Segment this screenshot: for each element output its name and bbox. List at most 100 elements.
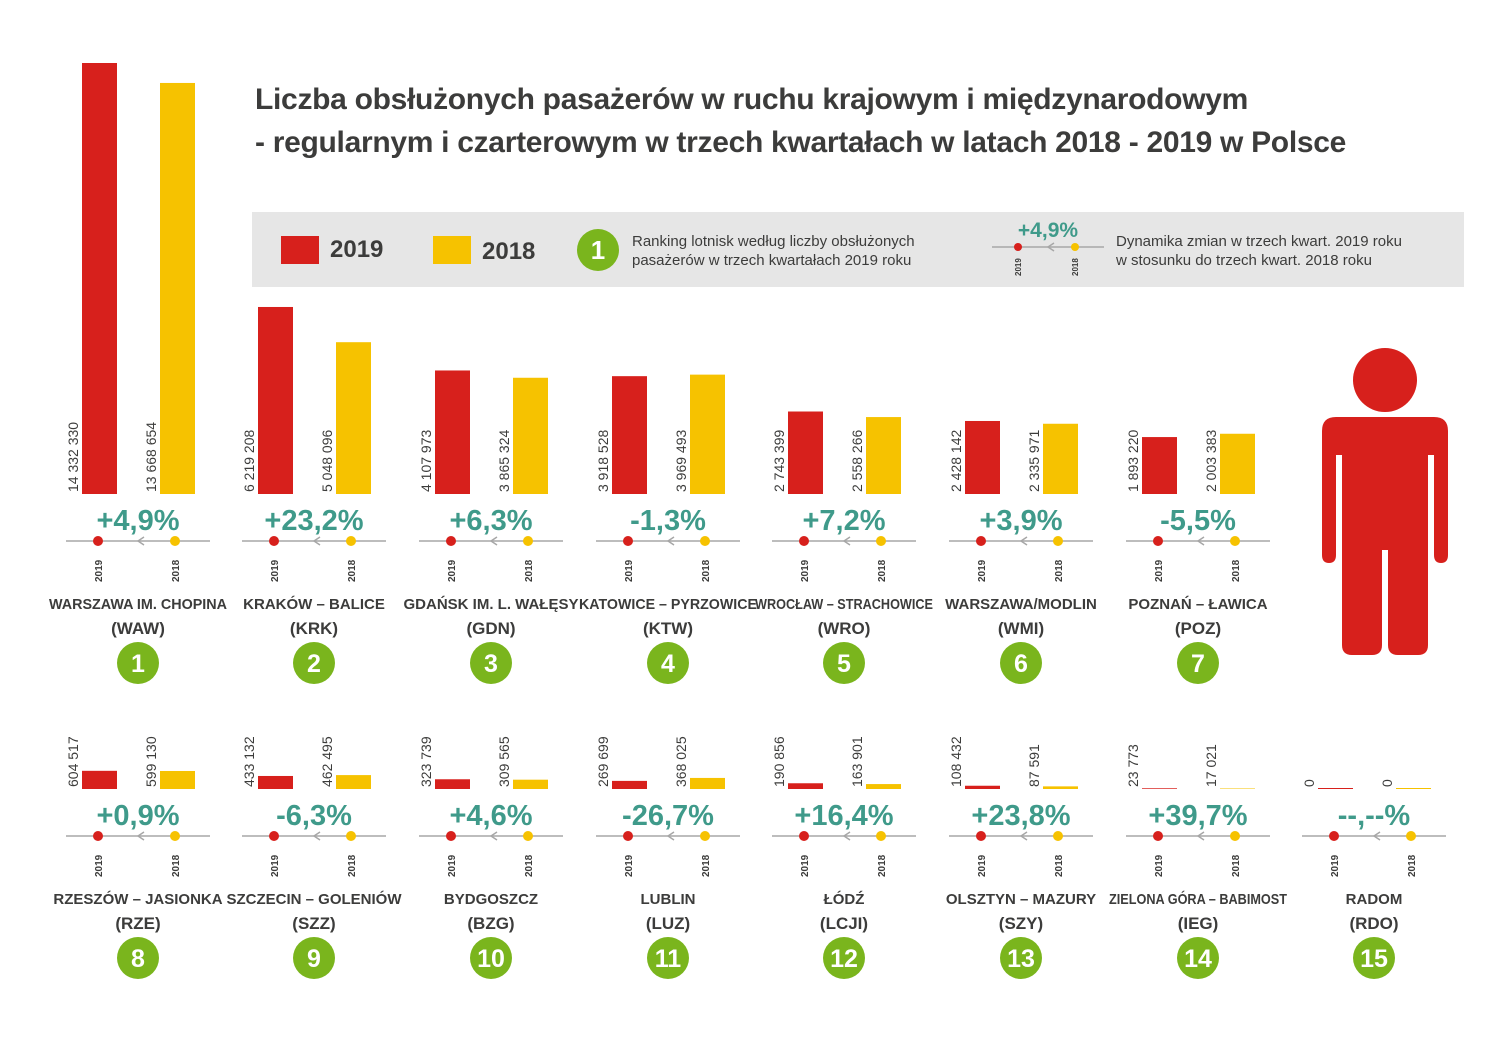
dot-2019-3 [446,536,456,546]
change-arrow-12 [842,831,851,841]
airport-name-6: WARSZAWA/MODLIN [945,596,1097,613]
legend-label-2018: 2018 [482,238,536,265]
value-label-2018-3: 3 865 324 [496,430,512,492]
bar-2018-1 [160,82,195,494]
change-arrow-14 [1196,831,1205,841]
axis-label-2019-12: 2019 [800,854,811,877]
airport-code-13: (SZY) [999,914,1043,933]
value-label-2018-10: 309 565 [496,736,512,787]
dot-2018-15 [1406,831,1416,841]
dot-2019-10 [446,831,456,841]
bar-2018-4 [690,374,725,494]
axis-label-2018-6: 2018 [1054,559,1065,582]
axis-label-2018-8: 2018 [171,854,182,877]
legend-label-2019: 2019 [330,236,384,263]
bar-2018-6 [1043,423,1078,494]
value-label-2018-6: 2 335 971 [1026,430,1042,492]
airport-name-9: SZCZECIN – GOLENIÓW [226,890,402,908]
dot-2018-14 [1230,831,1240,841]
rank-number-4: 4 [661,650,675,678]
rank-badge-12 [823,937,865,979]
airport-code-1: (WAW) [111,619,165,638]
bar-2019-11 [612,780,647,789]
value-label-2018-15: 0 [1379,779,1395,787]
value-label-2019-10: 323 739 [418,736,434,787]
dot-2019-14 [1153,831,1163,841]
rank-number-12: 12 [830,945,858,973]
bar-2018-8 [160,770,195,789]
airport-name-8: RZESZÓW – JASIONKA [53,890,222,908]
bar-2019-1 [82,63,117,494]
legend-rank-text-line-1: Ranking lotnisk według liczby obsłużonyc… [632,233,915,250]
value-label-2019-13: 108 432 [948,736,964,787]
rank-number-8: 8 [131,945,145,973]
value-label-2018-7: 2 003 383 [1203,430,1219,492]
legend-sample-dot-2018 [1071,243,1079,251]
bar-2019-2 [258,306,293,494]
value-label-2019-7: 1 893 220 [1125,430,1141,492]
axis-label-2019-5: 2019 [800,559,811,582]
value-label-2018-11: 368 025 [673,736,689,787]
dot-2018-7 [1230,536,1240,546]
rank-badge-7 [1177,642,1219,684]
dot-2018-13 [1053,831,1063,841]
rank-badge-5 [823,642,865,684]
airport-code-8: (RZE) [115,914,160,933]
legend: 2019 2018 1 Ranking lotnisk według liczb… [252,212,1464,287]
axis-label-2018-11: 2018 [701,854,712,877]
value-label-2018-9: 462 495 [319,736,335,787]
bar-2018-11 [690,777,725,789]
airport-name-1: WARSZAWA IM. CHOPINA [49,596,227,613]
value-label-2018-1: 13 668 654 [143,422,159,492]
rank-number-2: 2 [307,650,321,678]
person-icon [1322,348,1448,655]
axis-label-2018-13: 2018 [1054,854,1065,877]
value-label-2019-6: 2 428 142 [948,430,964,492]
dot-2018-8 [170,831,180,841]
rank-badge-9 [293,937,335,979]
rank-number-11: 11 [655,945,682,973]
value-label-2019-1: 14 332 330 [65,422,81,492]
legend-rank-badge: 1 [577,229,619,271]
axis-label-2018-14: 2018 [1231,854,1242,877]
legend-sample-axis-2018: 2018 [1071,258,1080,276]
dot-2019-5 [799,536,809,546]
airport-name-13: OLSZTYN – MAZURY [946,891,1096,908]
change-percent-14: +39,7% [1148,800,1247,832]
dot-2019-15 [1329,831,1339,841]
rank-badge-3 [470,642,512,684]
airport-name-2: KRAKÓW – BALICE [243,595,385,613]
bar-baseline-2019-15 [1318,788,1353,789]
bar-2019-10 [435,779,470,789]
legend-sample-change: +4,9% [1018,219,1078,242]
bar-2019-3 [435,370,470,494]
value-label-2018-8: 599 130 [143,736,159,787]
value-label-2018-5: 2 558 266 [849,430,865,492]
rank-number-13: 13 [1007,945,1035,973]
change-arrow-11 [666,831,675,841]
legend-sample-axis-2019: 2019 [1014,258,1023,276]
change-percent-2: +23,2% [264,505,363,537]
change-arrow-3 [489,536,498,546]
legend-dynamics-text: Dynamika zmian w trzech kwart. 2019 roku… [1116,232,1402,270]
dot-2018-3 [523,536,533,546]
rank-number-9: 9 [307,945,321,973]
dot-2018-6 [1053,536,1063,546]
value-label-2018-12: 163 901 [849,736,865,787]
bar-2018-10 [513,779,548,789]
dot-2019-2 [269,536,279,546]
dot-2018-10 [523,831,533,841]
bar-2018-7 [1220,433,1255,494]
value-label-2019-2: 6 219 208 [241,430,257,492]
change-percent-3: +6,3% [449,505,532,537]
legend-sample-dot-2019 [1014,243,1022,251]
airport-code-3: (GDN) [466,619,515,638]
airport-code-7: (POZ) [1175,619,1221,638]
axis-label-2018-5: 2018 [877,559,888,582]
dot-2018-5 [876,536,886,546]
airport-name-10: BYDGOSZCZ [444,891,538,908]
value-label-2019-15: 0 [1301,779,1317,787]
bar-2018-9 [336,775,371,789]
rank-badge-6 [1000,642,1042,684]
rank-badge-1 [117,642,159,684]
